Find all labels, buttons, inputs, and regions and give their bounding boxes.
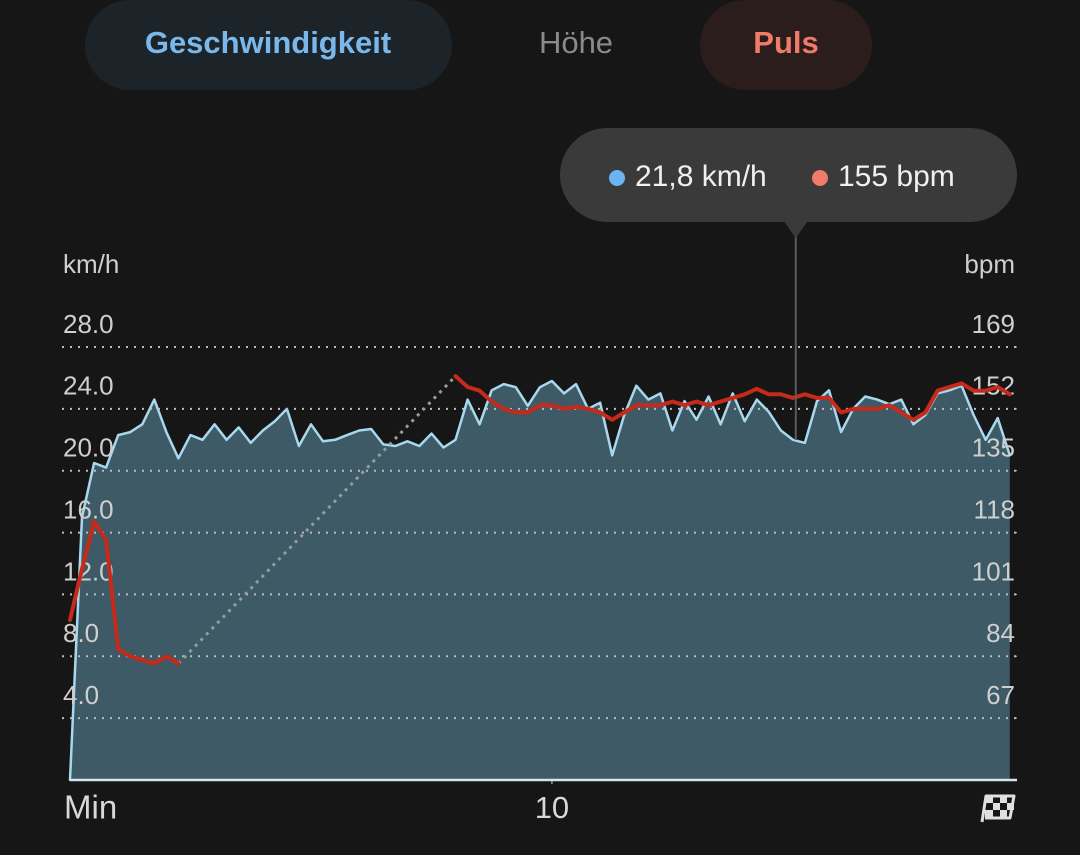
y-axis-label: km/h [63, 249, 119, 279]
y2-tick-label: 101 [972, 556, 1015, 586]
tooltip-dot [812, 170, 828, 186]
area [70, 381, 1010, 780]
tooltip-label: 155 bpm [838, 160, 955, 193]
tooltip-pointer [783, 221, 808, 238]
tooltip: 21,8 km/h 155 bpm [560, 128, 1017, 238]
finish-flag [980, 794, 1016, 823]
plot: 4.0 8.0 12.0 16.0 20.0 24.0 28.0 67 84 101 118 135 1… [62, 222, 1017, 825]
y-tick-label: 12.0 [63, 556, 114, 586]
y2-tick-label: 169 [972, 309, 1015, 339]
y-tick-label: 4.0 [63, 680, 99, 710]
y-tick-label: 20.0 [63, 433, 114, 463]
tab-pill[interactable] [700, 0, 872, 90]
tab[interactable]: Geschwindigkeit [145, 25, 391, 60]
y2-tick-label: 84 [986, 618, 1015, 648]
y-tick-label: 24.0 [63, 371, 114, 401]
y-tick-label: 8.0 [63, 618, 99, 648]
y2-tick-label: 67 [986, 680, 1015, 710]
y2-tick-label: 118 [974, 494, 1015, 524]
y2-tick-label: 135 [972, 433, 1015, 463]
tooltip-box [560, 128, 1017, 222]
tab-pill[interactable] [85, 0, 452, 90]
tab[interactable]: Puls [753, 25, 818, 60]
line [68, 374, 1012, 666]
gap-connector [177, 375, 457, 665]
y2-axis-label: bpm [964, 249, 1015, 279]
y-tick-label: 28.0 [63, 309, 114, 339]
x-tick-label: 10 [535, 790, 569, 825]
tab[interactable]: Höhe [539, 25, 613, 60]
tooltip-dot [609, 170, 625, 186]
y-tick-label: 16.0 [63, 494, 114, 524]
x-axis-label: Min [64, 789, 117, 826]
tooltip-label: 21,8 km/h [635, 160, 767, 193]
y2-tick-label: 152 [972, 371, 1015, 401]
